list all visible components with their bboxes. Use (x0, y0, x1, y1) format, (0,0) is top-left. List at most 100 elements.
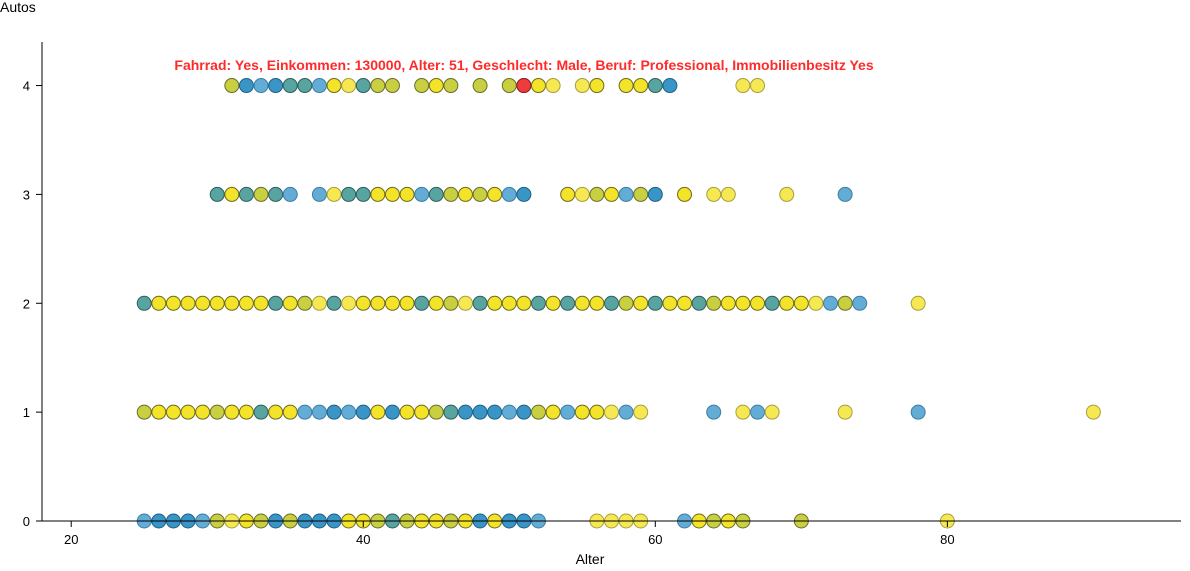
data-point[interactable] (195, 404, 211, 420)
data-point[interactable] (165, 404, 181, 420)
data-point[interactable] (808, 295, 824, 311)
data-point[interactable] (443, 78, 459, 94)
data-point[interactable] (209, 186, 225, 202)
data-point[interactable] (370, 295, 386, 311)
data-point[interactable] (341, 404, 357, 420)
data-point[interactable] (428, 295, 444, 311)
data-point[interactable] (618, 404, 634, 420)
data-point[interactable] (355, 404, 371, 420)
data-point[interactable] (457, 404, 473, 420)
data-point[interactable] (384, 295, 400, 311)
data-point[interactable] (706, 186, 722, 202)
data-point[interactable] (633, 78, 649, 94)
data-point[interactable] (545, 78, 561, 94)
data-point[interactable] (1085, 404, 1101, 420)
data-point[interactable] (355, 186, 371, 202)
data-point[interactable] (326, 295, 342, 311)
data-point[interactable] (750, 295, 766, 311)
data-point[interactable] (151, 404, 167, 420)
data-point[interactable] (414, 78, 430, 94)
data-point[interactable] (136, 404, 152, 420)
data-point[interactable] (647, 186, 663, 202)
data-point[interactable] (384, 404, 400, 420)
data-point[interactable] (224, 186, 240, 202)
data-point[interactable] (282, 186, 298, 202)
data-point[interactable] (647, 295, 663, 311)
data-point[interactable] (823, 295, 839, 311)
data-point[interactable] (209, 295, 225, 311)
data-point[interactable] (180, 404, 196, 420)
data-point[interactable] (399, 186, 415, 202)
data-point[interactable] (253, 295, 269, 311)
data-point[interactable] (253, 404, 269, 420)
data-point[interactable] (224, 295, 240, 311)
data-point[interactable] (764, 295, 780, 311)
data-point[interactable] (487, 404, 503, 420)
data-point[interactable] (370, 404, 386, 420)
data-point[interactable] (516, 295, 532, 311)
data-point[interactable] (370, 78, 386, 94)
data-point[interactable] (282, 295, 298, 311)
data-point[interactable] (574, 78, 590, 94)
data-point[interactable] (604, 404, 619, 420)
data-point[interactable] (589, 186, 605, 202)
data-point[interactable] (472, 78, 488, 94)
data-point[interactable] (545, 404, 561, 420)
data-point[interactable] (326, 186, 342, 202)
data-point[interactable] (472, 404, 488, 420)
data-point[interactable] (268, 186, 284, 202)
data-point[interactable] (268, 78, 284, 94)
data-point[interactable] (662, 78, 678, 94)
data-point[interactable] (501, 404, 517, 420)
data-point[interactable] (151, 295, 167, 311)
data-point[interactable] (706, 295, 722, 311)
data-point[interactable] (779, 186, 795, 202)
data-point[interactable] (720, 295, 736, 311)
data-point[interactable] (443, 186, 459, 202)
data-point[interactable] (428, 186, 444, 202)
data-point[interactable] (297, 78, 313, 94)
data-point[interactable] (618, 295, 634, 311)
data-point[interactable] (311, 404, 327, 420)
data-point[interactable] (589, 404, 605, 420)
data-point[interactable] (560, 404, 576, 420)
data-point[interactable] (530, 295, 546, 311)
data-point[interactable] (516, 404, 532, 420)
data-point[interactable] (852, 295, 868, 311)
data-point[interactable] (341, 186, 357, 202)
data-point[interactable] (604, 186, 619, 202)
data-point[interactable] (677, 186, 693, 202)
data-point[interactable] (224, 78, 240, 94)
data-point[interactable] (472, 295, 488, 311)
data-point[interactable] (370, 186, 386, 202)
data-point[interactable] (238, 186, 254, 202)
data-point[interactable] (399, 295, 415, 311)
data-point[interactable] (750, 404, 766, 420)
data-point[interactable] (311, 186, 327, 202)
data-point[interactable] (530, 78, 546, 94)
data-point[interactable] (487, 295, 503, 311)
data-point[interactable] (677, 295, 693, 311)
data-point[interactable] (837, 186, 853, 202)
data-point[interactable] (618, 78, 634, 94)
data-point[interactable] (297, 295, 313, 311)
data-point[interactable] (443, 404, 459, 420)
data-point[interactable] (706, 404, 722, 420)
data-point[interactable] (414, 295, 430, 311)
data-point[interactable] (428, 78, 444, 94)
data-point[interactable] (238, 404, 254, 420)
data-point[interactable] (633, 295, 649, 311)
data-point[interactable] (501, 186, 517, 202)
data-point[interactable] (238, 78, 254, 94)
data-point[interactable] (384, 78, 400, 94)
data-point[interactable] (165, 295, 181, 311)
highlighted-data-point[interactable] (516, 78, 532, 94)
data-point[interactable] (282, 78, 298, 94)
data-point[interactable] (560, 295, 576, 311)
data-point[interactable] (501, 78, 517, 94)
data-point[interactable] (837, 404, 853, 420)
data-point[interactable] (414, 404, 430, 420)
data-point[interactable] (297, 404, 313, 420)
data-point[interactable] (837, 295, 853, 311)
data-point[interactable] (647, 78, 663, 94)
